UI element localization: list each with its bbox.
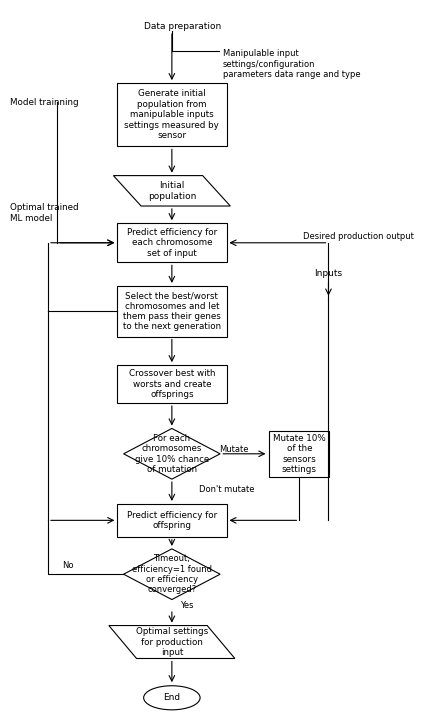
Text: Manipulable input
settings/configuration
parameters data range and type: Manipulable input settings/configuration… <box>223 49 360 79</box>
Text: Select the best/worst
chromosomes and let
them pass their genes
to the next gene: Select the best/worst chromosomes and le… <box>123 291 221 332</box>
Text: For each
chromosomes
give 10% chance
of mutation: For each chromosomes give 10% chance of … <box>135 434 209 474</box>
Ellipse shape <box>144 686 200 710</box>
Text: Optimal settings
for production
input: Optimal settings for production input <box>136 627 208 657</box>
FancyBboxPatch shape <box>117 83 226 146</box>
Text: Optimal trained
ML model: Optimal trained ML model <box>10 204 78 222</box>
Text: No: No <box>62 561 74 571</box>
Text: Data preparation: Data preparation <box>144 22 221 31</box>
Text: Mutate 10%
of the
sensors
settings: Mutate 10% of the sensors settings <box>273 434 326 474</box>
Text: Crossover best with
worsts and create
offsprings: Crossover best with worsts and create of… <box>129 369 215 399</box>
Text: Yes: Yes <box>180 601 193 610</box>
FancyBboxPatch shape <box>117 286 226 337</box>
Text: End: End <box>163 694 181 702</box>
Polygon shape <box>124 549 220 600</box>
Polygon shape <box>124 428 220 479</box>
Text: Initial
population: Initial population <box>148 181 196 201</box>
Text: Inputs: Inputs <box>314 269 343 278</box>
FancyBboxPatch shape <box>117 223 226 262</box>
Text: Mutate: Mutate <box>219 445 248 454</box>
Text: Desired production output: Desired production output <box>303 232 414 241</box>
FancyBboxPatch shape <box>269 431 329 477</box>
FancyBboxPatch shape <box>117 365 226 403</box>
Text: Don't mutate: Don't mutate <box>199 486 255 494</box>
Text: Generate initial
population from
manipulable inputs
settings measured by
sensor: Generate initial population from manipul… <box>125 89 219 140</box>
Text: Model trainning: Model trainning <box>10 97 78 107</box>
Text: Timeout,
efficiency=1 found
or efficiency
converged?: Timeout, efficiency=1 found or efficienc… <box>132 554 212 594</box>
Polygon shape <box>113 176 230 206</box>
FancyBboxPatch shape <box>117 504 226 537</box>
Text: Predict efficiency for
each chromosome
set of input: Predict efficiency for each chromosome s… <box>127 228 217 257</box>
Text: Predict efficiency for
offspring: Predict efficiency for offspring <box>127 510 217 530</box>
Polygon shape <box>109 625 235 659</box>
